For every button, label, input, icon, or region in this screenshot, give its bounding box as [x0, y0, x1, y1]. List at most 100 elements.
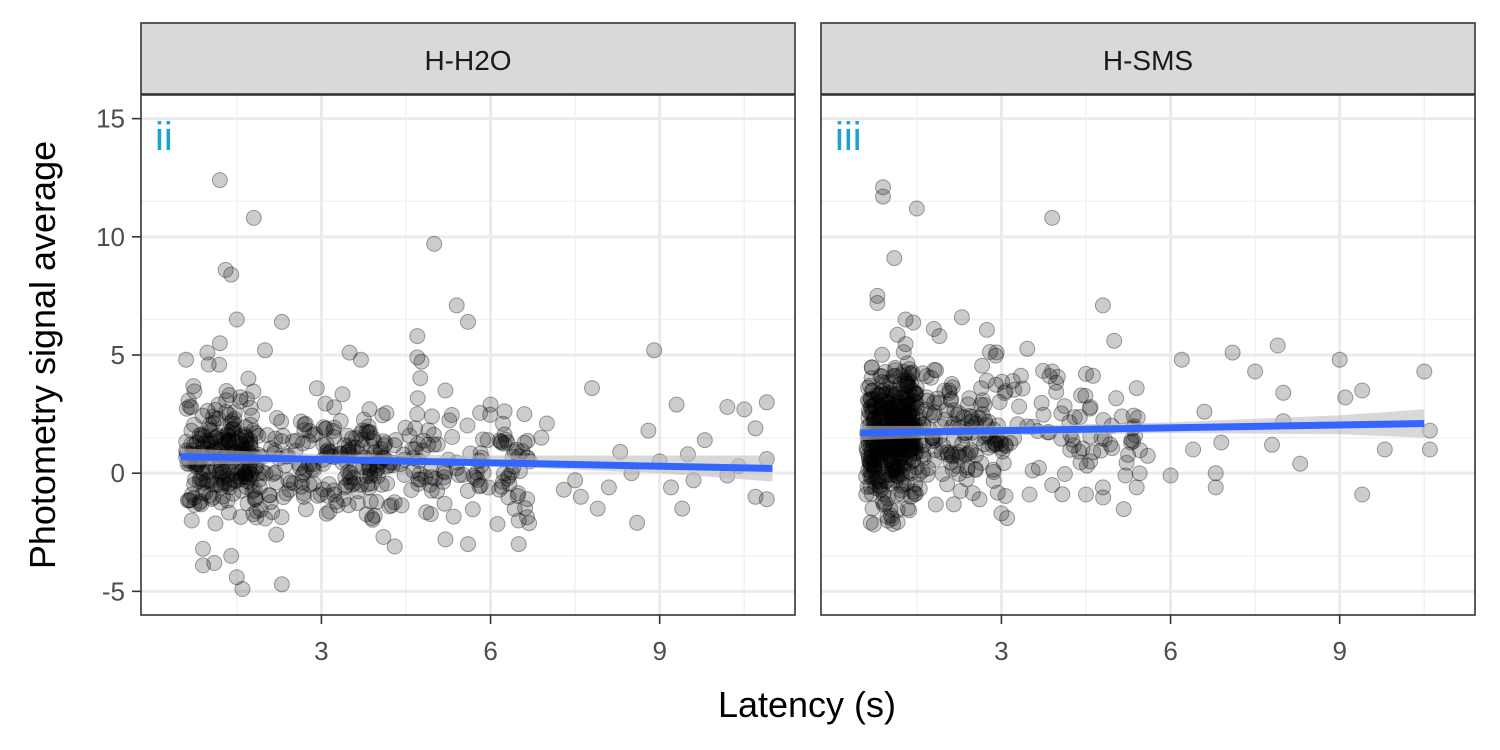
data-point — [445, 508, 462, 525]
data-point — [280, 472, 297, 489]
x-tick-label: 6 — [483, 636, 497, 666]
gridlines — [141, 95, 795, 615]
data-point — [237, 468, 254, 485]
data-point — [1033, 394, 1050, 411]
data-point — [218, 383, 235, 399]
data-point — [911, 480, 928, 497]
data-point — [994, 373, 1011, 390]
data-point — [293, 474, 310, 490]
data-point — [967, 460, 984, 477]
data-point — [935, 437, 951, 454]
data-point — [318, 436, 335, 453]
strip-label: H-SMS — [1103, 45, 1193, 76]
data-point — [273, 509, 290, 526]
data-point — [867, 458, 884, 475]
data-point — [230, 430, 247, 447]
data-point — [223, 547, 240, 564]
data-point — [224, 412, 241, 429]
data-point — [233, 469, 249, 486]
data-point — [375, 433, 392, 450]
data-point — [860, 462, 877, 479]
data-point — [482, 396, 499, 413]
data-point — [863, 469, 880, 486]
data-point — [869, 448, 886, 465]
data-point — [944, 379, 961, 396]
data-point — [888, 399, 905, 415]
data-point — [205, 408, 221, 425]
data-point — [207, 401, 224, 418]
data-point — [869, 295, 886, 311]
data-point — [248, 509, 265, 526]
data-point — [222, 474, 238, 491]
data-point — [911, 408, 928, 425]
data-point — [237, 465, 254, 482]
data-point — [920, 460, 937, 477]
data-point — [974, 357, 991, 374]
data-point — [863, 456, 880, 473]
data-point — [226, 416, 243, 432]
data-point — [861, 453, 878, 470]
data-point — [893, 482, 910, 499]
data-point — [219, 492, 236, 509]
data-point — [186, 476, 203, 493]
data-point — [1035, 406, 1052, 423]
data-point — [894, 450, 911, 467]
data-point — [443, 407, 460, 423]
data-point — [885, 398, 902, 414]
data-point — [931, 394, 948, 411]
data-point — [216, 431, 233, 448]
data-point — [1082, 399, 1099, 416]
data-point — [203, 491, 220, 507]
data-point — [893, 367, 909, 384]
data-point — [242, 416, 259, 433]
data-point — [186, 383, 203, 400]
data-point — [871, 477, 888, 494]
data-point — [889, 456, 906, 473]
data-point — [429, 483, 446, 499]
data-point — [870, 387, 887, 404]
data-point — [892, 449, 909, 466]
data-point — [895, 344, 912, 361]
data-point — [247, 425, 264, 442]
data-point — [914, 462, 931, 479]
data-point — [386, 538, 403, 555]
data-point — [334, 386, 351, 403]
data-point — [437, 382, 454, 399]
data-point — [758, 491, 775, 508]
data-point — [925, 407, 942, 424]
data-point — [903, 488, 919, 505]
data-point — [179, 492, 196, 509]
data-point — [479, 432, 496, 449]
data-point — [340, 464, 357, 480]
data-point — [188, 434, 205, 451]
data-point — [897, 372, 913, 389]
data-point — [493, 478, 510, 495]
data-point — [199, 344, 216, 361]
data-point — [875, 188, 891, 205]
data-point — [444, 429, 461, 445]
x-axis: 3 6 9 — [314, 615, 667, 666]
data-point — [861, 377, 878, 394]
data-point — [366, 433, 383, 450]
data-point — [879, 443, 896, 460]
data-point — [879, 472, 896, 489]
data-point — [875, 382, 892, 399]
data-point — [875, 443, 892, 460]
data-point — [413, 353, 430, 370]
data-point — [862, 462, 879, 479]
data-point — [217, 261, 234, 278]
data-point — [441, 412, 458, 429]
data-point — [517, 500, 534, 517]
data-point — [224, 420, 241, 437]
data-point — [344, 430, 361, 447]
data-point — [863, 466, 880, 483]
x-tick-label: 3 — [314, 636, 328, 666]
data-point — [361, 424, 378, 441]
strip-header — [820, 22, 1476, 95]
data-point — [295, 485, 312, 502]
data-point — [865, 456, 882, 473]
data-point — [1071, 443, 1088, 460]
data-point — [273, 413, 290, 430]
data-point — [877, 364, 894, 380]
data-point — [472, 404, 489, 421]
